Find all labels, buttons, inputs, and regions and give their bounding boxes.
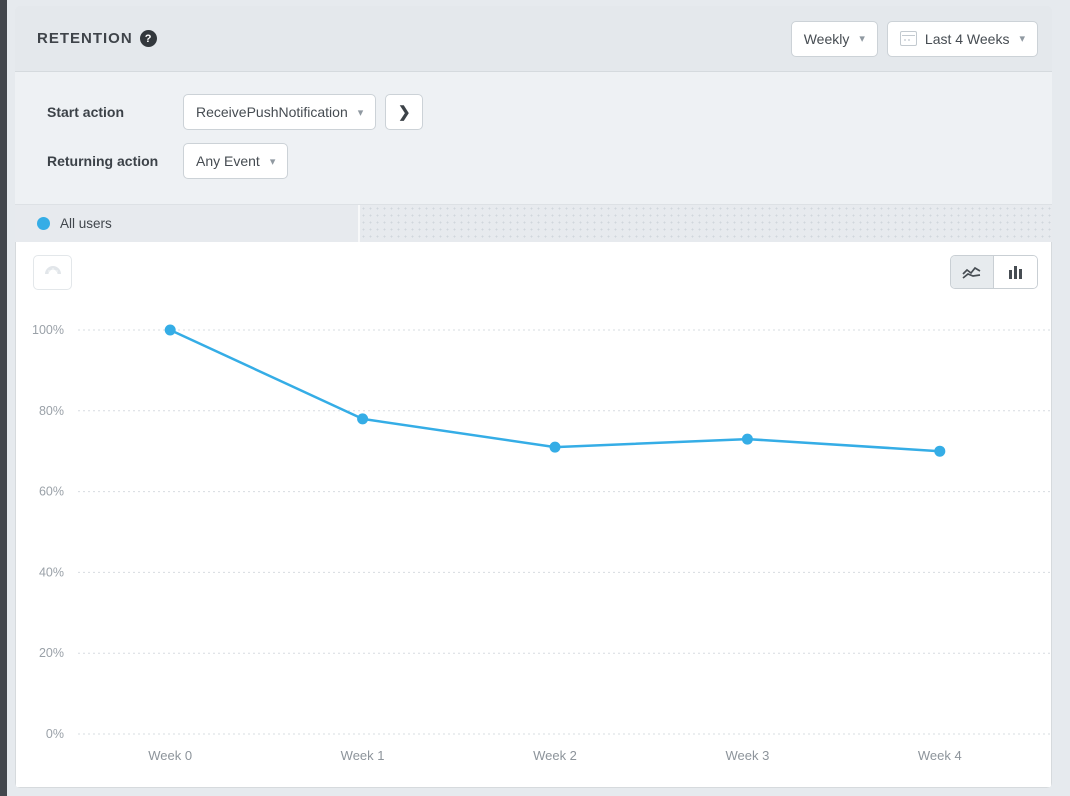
svg-text:Week 1: Week 1 [341, 748, 385, 763]
retention-line-chart: 100% 80% 60% 40% 20% 0% Week 0 Week 1 Week 2 Week… [32, 323, 1050, 763]
tab-all-users[interactable]: All users [15, 205, 360, 242]
retention-page: RETENTION ? Weekly ▾ Last 4 Weeks ▾ [7, 0, 1070, 796]
svg-text:Week 3: Week 3 [725, 748, 769, 763]
tab-all-users-label: All users [60, 216, 112, 231]
header-controls: Weekly ▾ Last 4 Weeks ▾ [790, 20, 1038, 57]
bar-chart-icon [1008, 266, 1022, 279]
line-chart-toggle-button[interactable] [951, 256, 994, 288]
series-color-dot [37, 217, 50, 230]
next-step-button[interactable]: ❯ [385, 94, 424, 130]
filters-section: Start action ReceivePushNotification ▾ ❯… [15, 72, 1052, 204]
granularity-value: Weekly [803, 30, 850, 47]
svg-text:80%: 80% [39, 404, 64, 418]
svg-text:Week 4: Week 4 [918, 748, 962, 763]
help-icon[interactable]: ? [139, 30, 157, 47]
svg-text:Week 2: Week 2 [533, 748, 577, 763]
granularity-dropdown[interactable]: Weekly ▾ [790, 20, 878, 57]
svg-text:60%: 60% [39, 485, 64, 499]
caret-down-icon: ▾ [1019, 33, 1025, 45]
gauge-icon [44, 265, 61, 274]
tab-bar-spacer [360, 205, 1052, 242]
date-range-value: Last 4 Weeks [924, 30, 1010, 47]
svg-text:0%: 0% [46, 727, 64, 741]
svg-text:Week 0: Week 0 [148, 748, 192, 763]
returning-action-row: Returning action Any Event ▾ [47, 143, 1052, 179]
calendar-icon [899, 31, 917, 46]
start-action-label: Start action [47, 104, 125, 120]
report-header: RETENTION ? Weekly ▾ Last 4 Weeks ▾ [15, 6, 1052, 72]
svg-text:20%: 20% [39, 646, 64, 660]
date-range-dropdown[interactable]: Last 4 Weeks ▾ [886, 20, 1038, 57]
bar-chart-toggle-button[interactable] [994, 256, 1037, 288]
returning-action-label: Returning action [47, 153, 159, 169]
start-action-row: Start action ReceivePushNotification ▾ ❯ [47, 94, 1052, 130]
line-chart-icon [962, 266, 981, 279]
left-nav-edge [0, 0, 7, 796]
start-action-value: ReceivePushNotification [196, 104, 348, 120]
chart-panel: 100% 80% 60% 40% 20% 0% Week 0 Week 1 Week 2 Week… [15, 242, 1052, 788]
segmentation-gauge-button[interactable] [33, 255, 72, 290]
page-title: RETENTION [37, 30, 133, 47]
chart-area: 100% 80% 60% 40% 20% 0% Week 0 Week 1 Week 2 Week… [16, 302, 1051, 777]
caret-down-icon: ▾ [269, 155, 276, 168]
svg-text:100%: 100% [32, 323, 64, 337]
svg-text:40%: 40% [39, 565, 64, 579]
start-action-dropdown[interactable]: ReceivePushNotification ▾ [183, 94, 377, 130]
caret-down-icon: ▾ [357, 106, 364, 119]
segment-tab-bar: All users [15, 204, 1052, 242]
returning-action-dropdown[interactable]: Any Event ▾ [183, 143, 289, 179]
retention-card: RETENTION ? Weekly ▾ Last 4 Weeks ▾ [15, 6, 1052, 788]
chart-type-toggle [950, 255, 1038, 289]
returning-action-value: Any Event [196, 153, 260, 169]
chevron-right-icon: ❯ [397, 104, 411, 121]
caret-down-icon: ▾ [859, 33, 865, 45]
